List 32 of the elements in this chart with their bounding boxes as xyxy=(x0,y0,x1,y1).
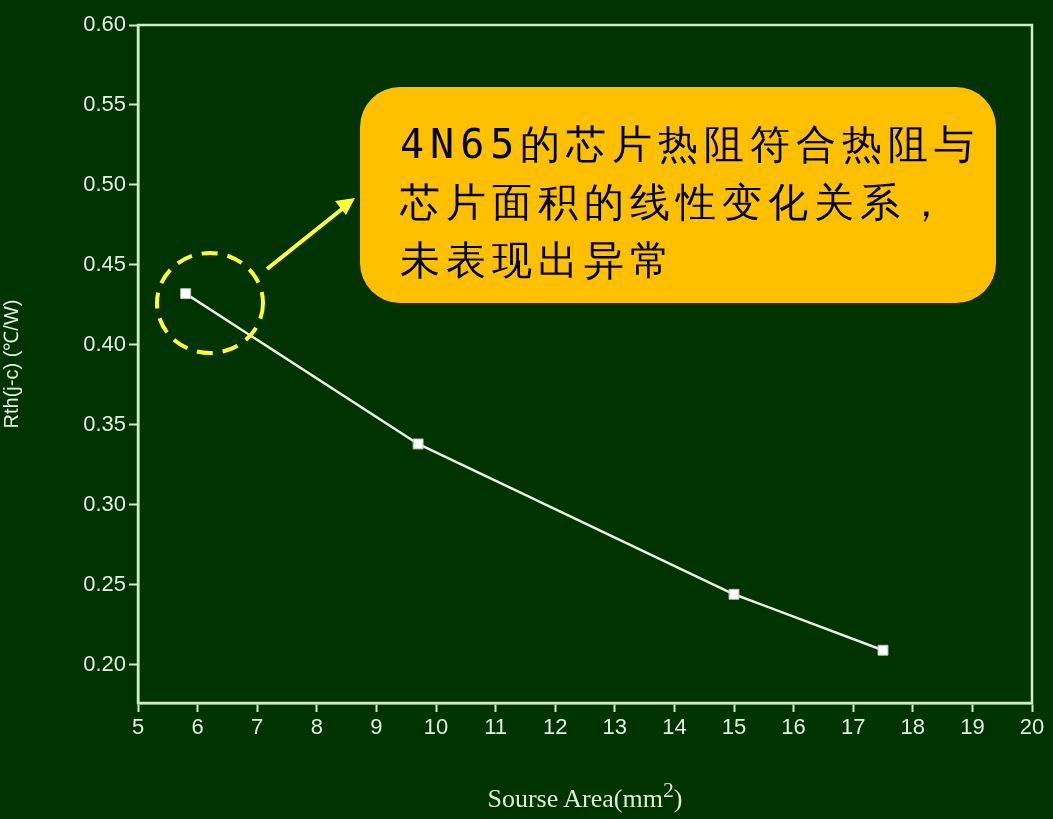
x-tick-label: 20 xyxy=(1019,714,1045,740)
point xyxy=(877,644,889,656)
y-tick-label: 0.55 xyxy=(83,91,126,117)
point xyxy=(728,588,740,600)
point xyxy=(412,438,424,450)
x-tick-label: 13 xyxy=(602,714,628,740)
x-axis-title: Sourse Area(mm$^{2}$) xyxy=(487,778,683,814)
y-tick-label: 0.25 xyxy=(83,570,126,596)
y-tick-label: 0.45 xyxy=(83,250,126,276)
x-tick-label: 11 xyxy=(484,714,508,740)
y-tick-label: 0.50 xyxy=(83,170,126,196)
x-tick-label: 17 xyxy=(840,714,866,740)
y-axis-title: Rth(j-c) (℃/W) xyxy=(0,299,22,429)
x-tick-label: 16 xyxy=(781,714,806,740)
x-tick-label: 14 xyxy=(662,714,687,740)
x-tick-label: 7 xyxy=(251,714,264,740)
x-tick-label: 18 xyxy=(900,714,926,740)
x-tick-label: 12 xyxy=(542,714,568,740)
y-tick-label: 0.35 xyxy=(83,410,126,436)
y-tick-label: 0.40 xyxy=(83,330,126,356)
x-tick-label: 8 xyxy=(310,714,323,740)
x-tick-label: 9 xyxy=(370,714,383,740)
x-tick-label: 15 xyxy=(721,714,747,740)
annotation: 4N65的芯片热阻符合热阻与芯片面积的线性变化关系，未表现出异常 xyxy=(360,87,996,303)
y-tick-label: 0.20 xyxy=(83,650,126,676)
x-tick-label: 5 xyxy=(131,714,145,740)
y-tick-label: 0.60 xyxy=(83,11,126,37)
x-tick-label: 10 xyxy=(423,714,449,740)
point xyxy=(180,288,192,300)
x-tick-label: 6 xyxy=(191,714,204,740)
x-tick-label: 19 xyxy=(960,714,985,740)
y-tick-label: 0.30 xyxy=(83,490,126,516)
